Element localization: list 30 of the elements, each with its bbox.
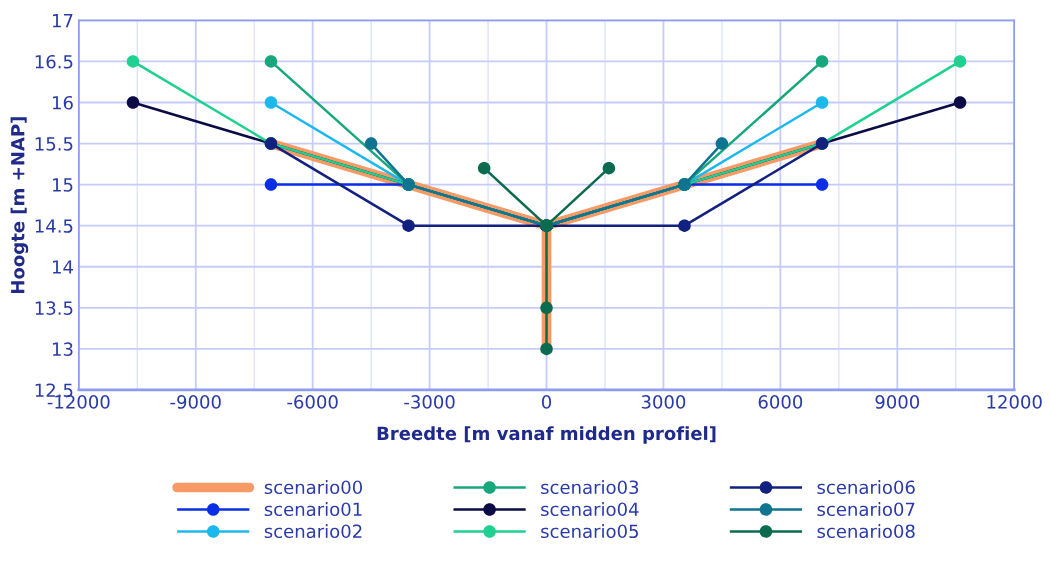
y-tick-label: 13.5 — [35, 301, 73, 315]
x-tick-label: -6000 — [287, 395, 338, 409]
x-tick-label: 9000 — [875, 395, 920, 409]
y-tick-label: 17 — [52, 14, 73, 28]
legend-label: scenario07 — [817, 502, 915, 517]
x-tick-label: -3000 — [404, 395, 455, 409]
x-axis-title: Breedte [m vanaf midden profiel] — [377, 426, 716, 444]
y-tick-label: 13 — [52, 342, 73, 356]
legend-label: scenario04 — [541, 502, 639, 517]
y-tick-label: 14 — [52, 260, 73, 274]
y-tick-label: 15.5 — [35, 137, 73, 151]
x-tick-label: -12000 — [47, 395, 110, 409]
legend-label: scenario06 — [817, 480, 915, 495]
y-axis-title: Hoogte [m +NAP] — [10, 117, 29, 294]
legend-label: scenario08 — [817, 524, 915, 539]
x-tick-label: 12000 — [987, 395, 1042, 409]
x-tick-label: 3000 — [641, 395, 686, 409]
x-tick-label: 6000 — [758, 395, 803, 409]
legend-label: scenario01 — [264, 502, 362, 517]
y-tick-label: 14.5 — [35, 219, 73, 233]
y-tick-label: 16.5 — [35, 54, 73, 69]
x-tick-label: 0 — [541, 395, 552, 409]
y-tick-label: 12.5 — [35, 383, 73, 398]
legend-label: scenario03 — [541, 480, 639, 495]
x-tick-label: -9000 — [170, 395, 221, 409]
y-tick-label: 16 — [52, 95, 73, 110]
y-tick-label: 15 — [52, 178, 73, 192]
legend-label: scenario05 — [541, 524, 638, 539]
legend-label: scenario00 — [264, 480, 362, 495]
legend-label: scenario02 — [264, 524, 362, 539]
